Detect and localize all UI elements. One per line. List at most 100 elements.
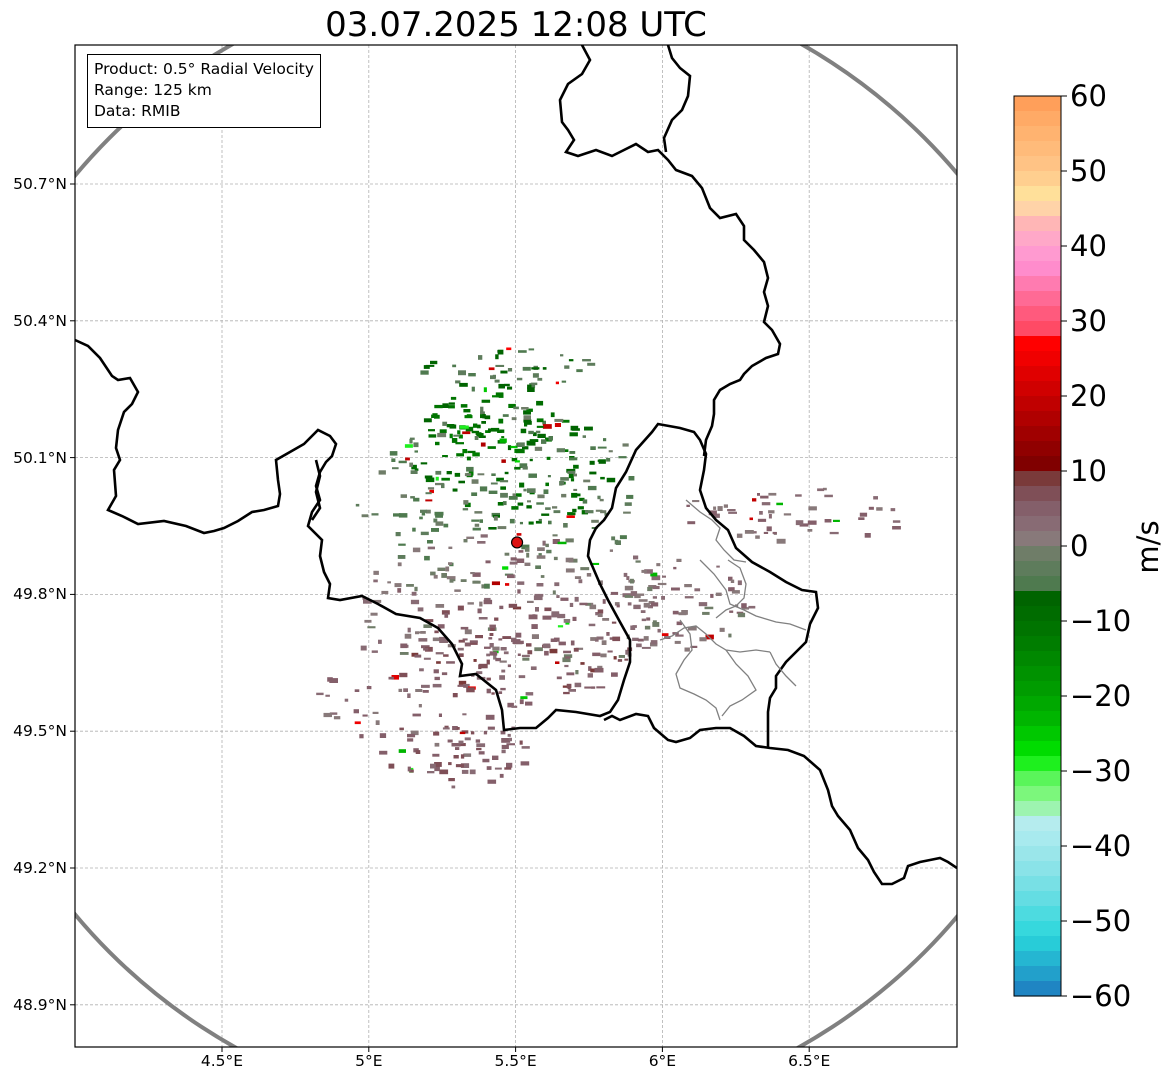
echo-gate (569, 457, 578, 461)
echo-gate (600, 653, 607, 658)
echo-gate (458, 740, 464, 744)
echo-gate (466, 466, 474, 472)
echo-gate (612, 636, 621, 642)
echo-gate (407, 693, 411, 698)
echo-gate (568, 473, 574, 479)
echo-gate (528, 430, 534, 435)
echo-gate (591, 519, 599, 523)
echo-gate (494, 617, 499, 621)
echo-gate (674, 640, 681, 644)
echo-gate (582, 435, 586, 438)
colorbar-band (1014, 786, 1061, 802)
echo-gate (484, 646, 491, 649)
echo-gate (601, 640, 607, 645)
echo-gate (699, 637, 707, 642)
echo-gate (729, 610, 734, 613)
echo-gate (532, 373, 539, 378)
echo-gate (537, 547, 545, 551)
echo-gate (432, 683, 442, 688)
echo-gate (460, 626, 469, 630)
echo-gate (360, 645, 367, 651)
echo-gate (517, 442, 525, 447)
echo-gate (486, 766, 492, 770)
colorbar-band (1014, 96, 1061, 112)
echo-gate (514, 466, 521, 470)
echo-gate (412, 527, 416, 532)
echo-gate (462, 713, 467, 716)
echo-gate (615, 540, 621, 545)
echo-gate (463, 500, 469, 505)
echo-gate (466, 456, 471, 461)
echo-gate (727, 509, 736, 512)
echo-gate (531, 367, 540, 370)
echo-gate (783, 513, 792, 516)
echo-gate (560, 477, 569, 481)
echo-gate (463, 539, 468, 543)
echo-gate (418, 704, 422, 708)
echo-gate (772, 531, 777, 534)
echo-gate (437, 567, 446, 571)
echo-gate (490, 626, 495, 631)
echo-gate (552, 506, 558, 509)
echo-gate (414, 450, 418, 453)
echo-gate (537, 377, 543, 381)
echo-gate (614, 602, 620, 606)
echo-gate (436, 661, 441, 664)
echo-gate (471, 386, 475, 392)
echo-gate (491, 581, 500, 586)
echo-gate (483, 387, 487, 393)
echo-gate (489, 643, 494, 648)
echo-gate (561, 419, 570, 423)
echo-gate (752, 498, 757, 502)
echo-gate (433, 518, 438, 523)
echo-gate (511, 458, 518, 462)
echo-gate (417, 607, 424, 612)
echo-gate (459, 425, 469, 429)
echo-gate (471, 492, 478, 496)
echo-gate (467, 450, 476, 454)
echo-gate (570, 640, 575, 646)
echo-gate (480, 406, 484, 412)
borders (75, 45, 957, 886)
echo-gate (409, 438, 413, 444)
echo-gate (478, 751, 485, 755)
echo-gate (575, 670, 579, 675)
echo-gate (799, 523, 809, 527)
echo-gate (316, 692, 324, 696)
echo-gate (433, 731, 440, 736)
echo-gate (519, 482, 525, 488)
echo-gate (606, 477, 616, 483)
echo-gate (490, 482, 498, 485)
echo-gate (451, 743, 461, 747)
echo-gate (497, 349, 504, 355)
x-tick-label: 5°E (355, 1052, 383, 1070)
echo-gate (548, 520, 552, 525)
echo-gate (531, 624, 538, 629)
echo-gate (694, 588, 701, 592)
echo-gate (506, 347, 512, 351)
echo-gate (623, 511, 631, 514)
echo-gate (768, 510, 775, 514)
colorbar-tick-label: −60 (1070, 979, 1132, 1013)
echo-gate (643, 602, 650, 608)
echo-gate (508, 603, 518, 608)
echo-gate (624, 658, 629, 661)
echo-gate (535, 565, 541, 569)
echo-gate (556, 448, 565, 453)
echo-gate (452, 693, 458, 698)
colorbar-band (1014, 321, 1061, 337)
echo-gate (556, 595, 560, 598)
echo-gate (702, 611, 710, 615)
echo-gate (466, 536, 475, 539)
echo-gate (424, 475, 433, 479)
echo-gate (736, 533, 743, 538)
echo-gate (483, 599, 493, 605)
colorbar-unit-label: m/s (1131, 520, 1165, 574)
echo-gate (441, 672, 448, 676)
echo-gate (643, 636, 649, 641)
echo-gate (413, 442, 419, 448)
colorbar-band (1014, 501, 1061, 517)
echo-gate (354, 689, 360, 692)
echo-gate (565, 557, 574, 563)
echo-gate (413, 497, 420, 502)
